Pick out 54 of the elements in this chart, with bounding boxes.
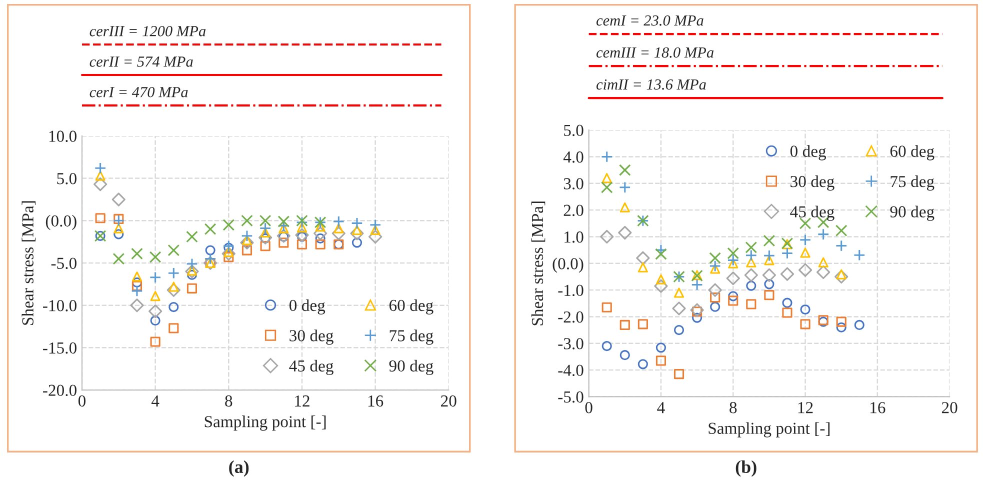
y-tick-label: -3.0	[558, 338, 584, 350]
y-tick-label: (0.0)	[46, 214, 76, 230]
y-tick-label: -4.0	[558, 364, 584, 376]
y-tick-label: 1.0	[564, 231, 584, 243]
y-tick-label: -1.0	[558, 284, 584, 296]
x-tick-label: 4	[657, 402, 665, 414]
y-tick-label: 3.0	[564, 178, 584, 190]
legend-label: 0 deg	[289, 299, 326, 314]
x-axis-title: Sampling point [-]	[708, 422, 830, 438]
y-tick-label: 5.0	[564, 124, 584, 136]
x-tick-label: 12	[798, 402, 813, 414]
legend-label: 30 deg	[790, 175, 834, 191]
text: cemI = 23.0 MPa	[596, 15, 704, 26]
text: cerIII = 1200 MPa	[90, 26, 206, 36]
x-tick-label: 12	[295, 395, 310, 406]
y-axis-title: Shear stress [MPa]	[531, 202, 546, 326]
x-tick-label: 0	[78, 395, 86, 407]
y-tick-label: 10.0	[49, 130, 76, 142]
y-axis-title: Shear stress [MPa]	[22, 201, 36, 325]
y-tick-label: 4.0	[563, 151, 584, 163]
y-tick-label: 5.0	[57, 173, 76, 184]
x-tick-label: 8	[225, 395, 232, 407]
y-tick-label: -2.0	[558, 311, 584, 323]
text: cemIII = 18.0 MPa	[596, 47, 714, 58]
text: cerI = 470 MPa	[90, 86, 188, 98]
y-tick-label: -15.0	[43, 342, 76, 354]
x-tick-label: 20	[942, 402, 958, 414]
legend-label: 90 deg	[890, 206, 934, 221]
legend-label: 60 deg	[389, 299, 434, 314]
x-tick-label: 8	[730, 402, 737, 414]
x-tick-label: 16	[870, 402, 886, 414]
legend-label: 45 deg	[289, 360, 334, 376]
legend-label: 45 deg	[790, 206, 834, 221]
legend-label: 90 deg	[389, 360, 434, 376]
y-tick-label: -20.0	[43, 384, 76, 396]
x-tick-label: 16	[368, 395, 384, 407]
legend-label: 0 deg	[790, 145, 826, 160]
y-tick-label: (0.0)	[552, 258, 584, 273]
y-tick-label: -5.0	[51, 258, 76, 270]
legend-label: 75 deg	[890, 175, 934, 191]
x-tick-label: 4	[151, 395, 160, 406]
legend-label: 60 deg	[890, 145, 934, 160]
x-axis-title: Sampling point [-]	[204, 416, 326, 431]
text: (a)	[229, 460, 249, 477]
legend-label: 75 deg	[390, 330, 434, 345]
x-tick-label: 20	[441, 395, 456, 407]
y-tick-label: -10.0	[43, 300, 76, 312]
text: cimII = 13.6 MPa	[596, 79, 706, 90]
y-tick-label: 2.0	[564, 204, 584, 216]
y-tick-label: -5.0	[558, 391, 584, 403]
text: (b)	[736, 460, 756, 477]
x-tick-label: 0	[585, 402, 592, 414]
legend-label: 30 deg	[290, 330, 334, 345]
text: cerII = 574 MPa	[90, 56, 193, 67]
